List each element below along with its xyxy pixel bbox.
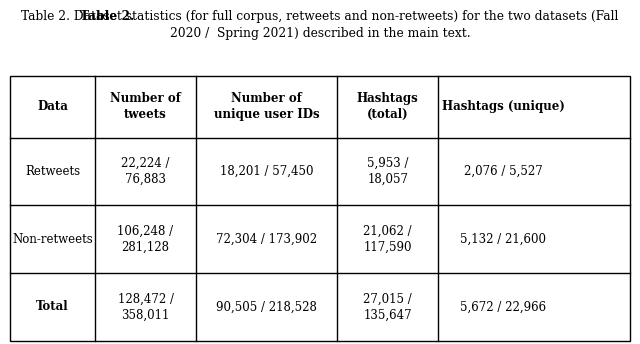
Text: Non-retweets: Non-retweets [12,233,93,246]
Text: 5,953 /
18,057: 5,953 / 18,057 [367,157,408,186]
Bar [10,76,630,341]
Text: 21,062 /
117,590: 21,062 / 117,590 [364,225,412,254]
Text: 5,132 / 21,600: 5,132 / 21,600 [460,233,546,246]
Text: 18,201 / 57,450: 18,201 / 57,450 [220,165,314,178]
Text: 128,472 /
358,011: 128,472 / 358,011 [118,292,173,321]
Text: Retweets: Retweets [25,165,80,178]
Text: Total: Total [36,300,68,313]
Text: Number of
tweets: Number of tweets [110,92,181,121]
Text: 90,505 / 218,528: 90,505 / 218,528 [216,300,317,313]
Text: 106,248 /
281,128: 106,248 / 281,128 [118,225,173,254]
Text: Table 2. Dataset statistics (for full corpus, retweets and non-retweets) for the: Table 2. Dataset statistics (for full co… [0,343,1,344]
Text: 5,672 / 22,966: 5,672 / 22,966 [460,300,546,313]
Text: 72,304 / 173,902: 72,304 / 173,902 [216,233,317,246]
Text: Hashtags (unique): Hashtags (unique) [442,100,564,113]
Text: 2,076 / 5,527: 2,076 / 5,527 [464,165,543,178]
Text: Data: Data [37,100,68,113]
Text: Table 2. Dataset statistics (for full corpus, retweets and non-retweets) for the: Table 2. Dataset statistics (for full co… [21,10,619,40]
Text: Hashtags
(total): Hashtags (total) [356,92,419,121]
Text: 22,224 /
76,883: 22,224 / 76,883 [122,157,170,186]
Text: Number of
unique user IDs: Number of unique user IDs [214,92,319,121]
Text: 27,015 /
135,647: 27,015 / 135,647 [364,292,412,321]
Text: Table 2.: Table 2. [80,10,134,23]
